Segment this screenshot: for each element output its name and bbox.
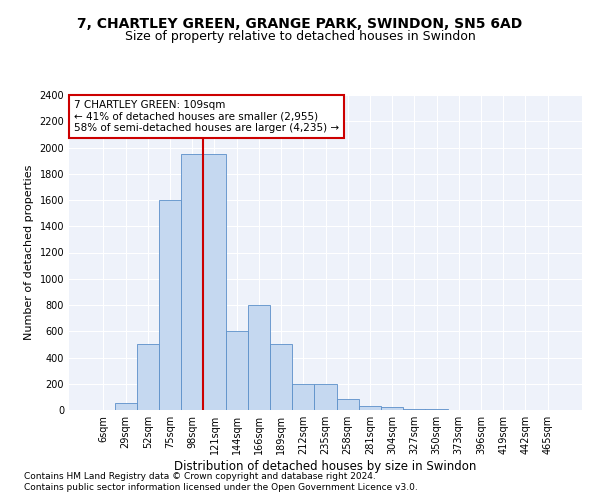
Bar	[314, 384, 337, 410]
Bar	[181, 154, 203, 410]
Bar	[359, 406, 381, 410]
Text: 7, CHARTLEY GREEN, GRANGE PARK, SWINDON, SN5 6AD: 7, CHARTLEY GREEN, GRANGE PARK, SWINDON,…	[77, 18, 523, 32]
Bar	[270, 344, 292, 410]
Text: Size of property relative to detached houses in Swindon: Size of property relative to detached ho…	[125, 30, 475, 43]
Text: 7 CHARTLEY GREEN: 109sqm
← 41% of detached houses are smaller (2,955)
58% of sem: 7 CHARTLEY GREEN: 109sqm ← 41% of detach…	[74, 100, 339, 133]
Bar	[203, 154, 226, 410]
Bar	[248, 305, 270, 410]
Bar	[226, 331, 248, 410]
X-axis label: Distribution of detached houses by size in Swindon: Distribution of detached houses by size …	[175, 460, 476, 473]
Y-axis label: Number of detached properties: Number of detached properties	[24, 165, 34, 340]
Bar	[115, 404, 137, 410]
Bar	[159, 200, 181, 410]
Text: Contains public sector information licensed under the Open Government Licence v3: Contains public sector information licen…	[24, 484, 418, 492]
Bar	[381, 408, 403, 410]
Bar	[292, 384, 314, 410]
Bar	[337, 399, 359, 410]
Bar	[137, 344, 159, 410]
Text: Contains HM Land Registry data © Crown copyright and database right 2024.: Contains HM Land Registry data © Crown c…	[24, 472, 376, 481]
